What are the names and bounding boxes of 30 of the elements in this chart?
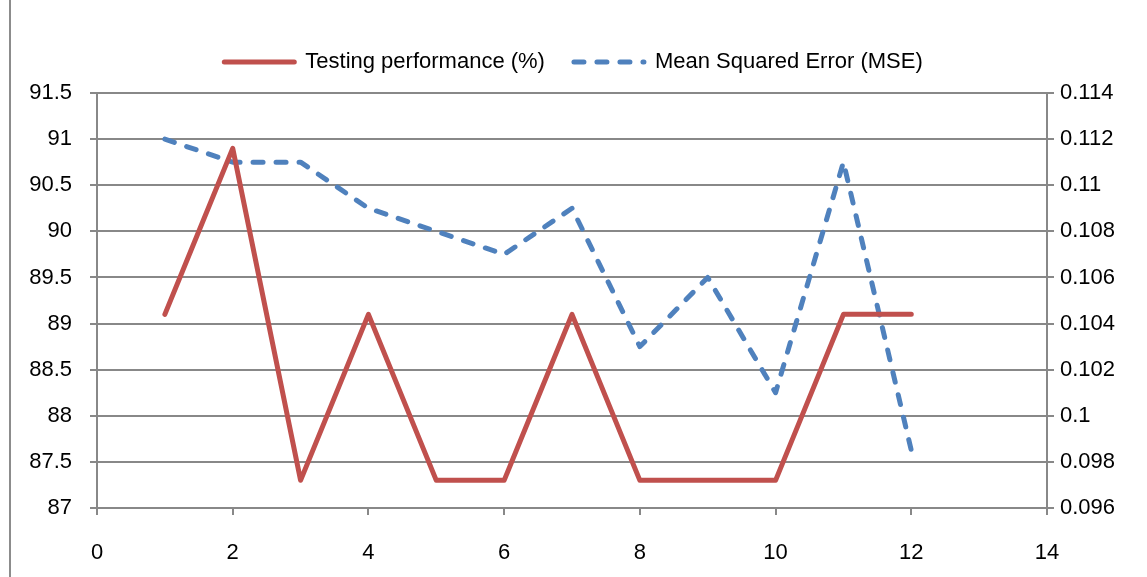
legend-label: Testing performance (%) bbox=[305, 48, 545, 74]
y-tick-label: 90.5 bbox=[29, 171, 72, 197]
y2-tick-label: 0.106 bbox=[1060, 263, 1116, 289]
y-tick-label: 89.5 bbox=[29, 263, 72, 289]
x-tick-label: 2 bbox=[226, 539, 239, 565]
x-tick-label: 0 bbox=[90, 539, 104, 565]
y2-tick-label: 0.11 bbox=[1060, 171, 1102, 197]
y-tick-label: 88 bbox=[47, 401, 72, 427]
y2-tick-label: 0.104 bbox=[1060, 309, 1116, 335]
y2-tick-label: 0.108 bbox=[1060, 217, 1116, 243]
y-tick-label: 89 bbox=[47, 309, 72, 335]
x-tick-label: 14 bbox=[1034, 539, 1060, 565]
y2-tick-label: 0.1 bbox=[1060, 401, 1091, 427]
y2-tick-label: 0.112 bbox=[1060, 125, 1114, 151]
legend-label: Mean Squared Error (MSE) bbox=[654, 48, 923, 74]
x-tick-label: 6 bbox=[498, 539, 511, 565]
x-tick-label: 10 bbox=[763, 539, 788, 565]
y2-tick-label: 0.102 bbox=[1060, 355, 1116, 381]
x-tick-label: 4 bbox=[362, 539, 375, 565]
y-tick-label: 91.5 bbox=[29, 79, 72, 105]
x-tick-label: 8 bbox=[633, 539, 646, 565]
x-tick-label: 12 bbox=[899, 539, 924, 565]
y-tick-label: 88.5 bbox=[29, 355, 72, 381]
y2-tick-label: 0.098 bbox=[1060, 447, 1116, 473]
y2-tick-label: 0.114 bbox=[1060, 79, 1114, 105]
y-tick-label: 90 bbox=[47, 217, 72, 243]
y-tick-label: 87 bbox=[47, 494, 72, 520]
y2-tick-label: 0.096 bbox=[1060, 494, 1116, 520]
y-tick-label: 87.5 bbox=[29, 447, 72, 473]
y-tick-label: 91 bbox=[47, 125, 72, 151]
